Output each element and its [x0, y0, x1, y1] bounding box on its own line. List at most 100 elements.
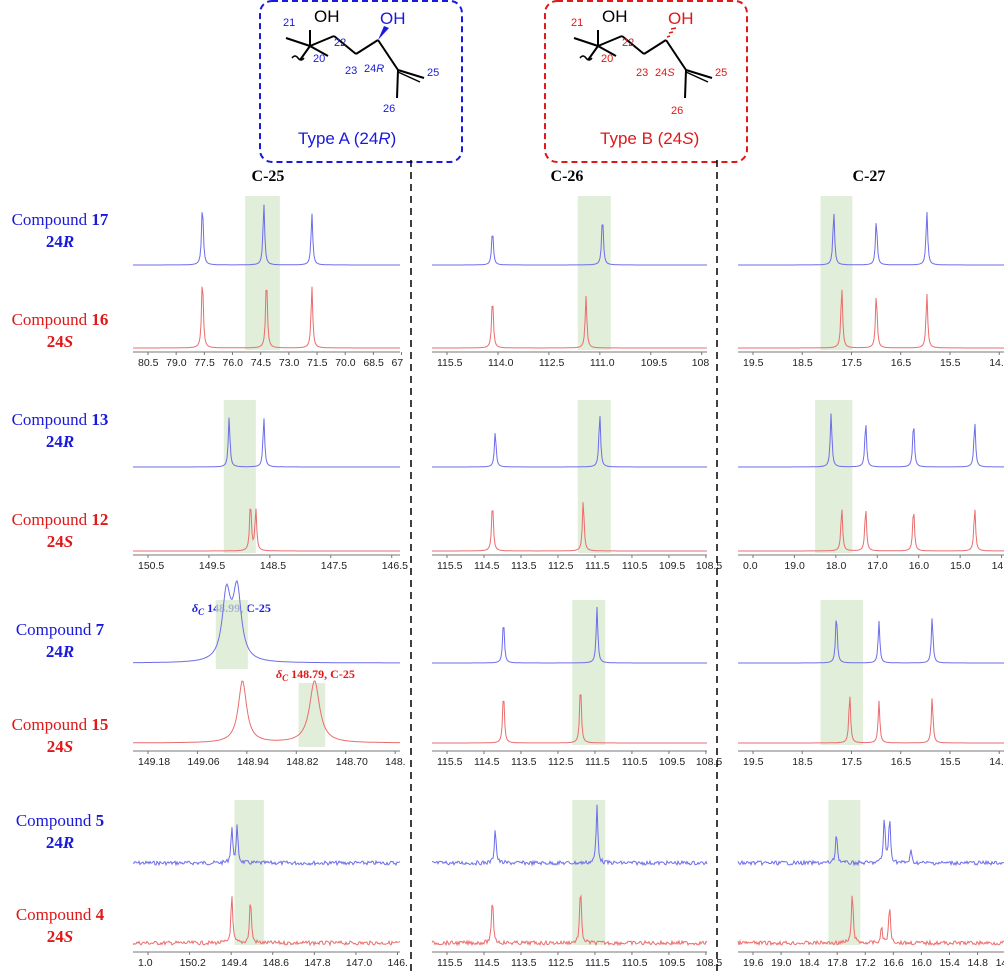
axis-tick-label: 110.5 — [622, 560, 648, 572]
peak-highlight — [820, 196, 853, 350]
atom-label: 23 — [345, 65, 357, 77]
axis-tick-label: 112.5 — [539, 357, 565, 369]
axis-tick-label: 16.6 — [883, 957, 904, 969]
axis-tick-label: 15.5 — [940, 357, 961, 369]
structure-type-b: OH OH 21 20 22 23 24S 25 26 Type B (24S) — [544, 0, 748, 163]
svg-text:24S: 24S — [47, 532, 73, 551]
svg-text:Compound 7: Compound 7 — [16, 620, 105, 639]
svg-text:24S: 24S — [47, 737, 73, 756]
axis-tick-label: 148.94 — [237, 756, 269, 768]
peak-highlight — [572, 800, 606, 945]
atom-label: 21 — [571, 17, 583, 29]
spectrum-trace-24s — [432, 502, 707, 552]
axis-tick-label: 18.0 — [826, 560, 847, 572]
spectrum-trace-24r — [738, 211, 1004, 266]
axis-tick-label: 148.5 — [260, 560, 286, 572]
peak-highlight — [245, 196, 280, 350]
axis-tick-label: 109.5 — [641, 357, 667, 369]
row-label-compound-16: Compound 16 24S — [12, 310, 109, 351]
spectrum-trace-24s — [432, 694, 707, 744]
axis-tick-label: 68.5 — [363, 357, 384, 369]
spectrum-trace-24r — [132, 579, 400, 664]
axis-tick-label: 15.5 — [940, 756, 961, 768]
column-title-c26: C-26 — [551, 168, 584, 185]
axis-tick-label: 146. — [388, 957, 408, 969]
axis-tick-label: 76.0 — [223, 357, 244, 369]
svg-text:Compound 5: Compound 5 — [16, 811, 104, 830]
atom-label: 21 — [283, 17, 295, 29]
spectrum-trace-24s — [132, 896, 401, 947]
atom-label: 26 — [671, 105, 683, 117]
atom-label: 24S — [655, 67, 675, 79]
peak-highlight — [577, 196, 611, 350]
axis-tick-label: 115.5 — [437, 357, 463, 369]
axis-tick-label: 150.2 — [180, 957, 206, 969]
axis-tick-label: 17.0 — [867, 560, 888, 572]
oh-label: OH — [314, 7, 340, 26]
spectrum-trace-24s — [738, 289, 1004, 349]
atom-label: 23 — [636, 67, 648, 79]
axis-tick-label: 113.5 — [511, 756, 537, 768]
spectrum-trace-24r — [133, 417, 400, 468]
axis-tick-label: 149.06 — [187, 756, 219, 768]
structure-caption: Type B (24S) — [600, 129, 699, 148]
axis-tick-label: 16.5 — [891, 357, 912, 369]
axis-tick-label: 70.0 — [335, 357, 356, 369]
atom-label: 20 — [313, 53, 325, 65]
axis-tick-label: 16.5 — [891, 756, 912, 768]
svg-text:Compound 13: Compound 13 — [12, 410, 109, 429]
spectrum-trace-24s — [738, 696, 1004, 744]
axis-tick-label: 114.5 — [474, 957, 500, 969]
axis-tick-label: 19.6 — [743, 957, 764, 969]
axis-tick-label: 19.5 — [743, 756, 764, 768]
spectrum-trace-24r — [432, 416, 707, 468]
axis-tick-label: 112.5 — [548, 560, 574, 572]
spectrum-trace-24r — [132, 824, 401, 867]
axis-tick-label: 148.82 — [286, 756, 318, 768]
axis-tick-label: 108 — [692, 357, 710, 369]
axis-tick-label: 109.5 — [659, 756, 685, 768]
axis-tick-label: 18.5 — [792, 756, 813, 768]
axis-tick-label: 17.5 — [841, 357, 862, 369]
spectrum-trace-24s — [133, 680, 400, 744]
column-title-c25: C-25 — [252, 168, 285, 185]
spectrum-trace-24r — [431, 804, 708, 867]
axis-tick-label: 114.0 — [488, 357, 514, 369]
svg-text:Compound 15: Compound 15 — [12, 715, 109, 734]
axis-tick-label: 14 — [992, 560, 1004, 572]
axis-tick-label: 147.5 — [321, 560, 347, 572]
spectrum-trace-24s — [431, 894, 708, 947]
row-label-compound-17: Compound 17 24R — [12, 210, 109, 251]
axis-tick-label: 148.6 — [263, 957, 289, 969]
axis-tick-label: 19.5 — [743, 357, 764, 369]
axis-tick-label: 19.0 — [784, 560, 805, 572]
axis-tick-label: 0.0 — [743, 560, 758, 572]
spectrum-trace-24r — [432, 224, 707, 266]
axis-tick-label: 109.5 — [659, 560, 685, 572]
axis-tick-label: 16.0 — [911, 957, 932, 969]
axis-tick-label: 1.0 — [138, 957, 153, 969]
peak-highlight — [828, 800, 861, 945]
row-label-compound-5: Compound 5 24R — [16, 811, 104, 852]
axis-tick-label: 108.5 — [696, 957, 722, 969]
axis-tick-label: 114.5 — [474, 560, 500, 572]
axis-tick-label: 16.0 — [909, 560, 930, 572]
spectrum-trace-24r — [738, 413, 1004, 468]
spectrum-trace-24s — [133, 286, 400, 349]
axis-tick-label: 17.8 — [827, 957, 848, 969]
peak-highlight — [815, 400, 853, 553]
axis-tick-label: 114.5 — [474, 756, 500, 768]
svg-text:24S: 24S — [47, 332, 73, 351]
axis-tick-label: 149.4 — [221, 957, 247, 969]
axis-tick-label: 113.5 — [511, 560, 537, 572]
axis-tick-label: 71.5 — [307, 357, 328, 369]
axis-tick-label: 149.18 — [138, 756, 170, 768]
structure-caption: Type A (24R) — [298, 129, 396, 148]
axis-tick-label: 110.5 — [622, 756, 648, 768]
axis-tick-label: 15.4 — [939, 957, 960, 969]
axis-tick-label: 113.5 — [511, 957, 537, 969]
spectrum-trace-24s — [432, 295, 707, 349]
axis-tick-label: 111.0 — [590, 357, 615, 369]
peak-highlight — [577, 400, 611, 553]
axis-tick-label: 14.5 — [989, 756, 1004, 768]
